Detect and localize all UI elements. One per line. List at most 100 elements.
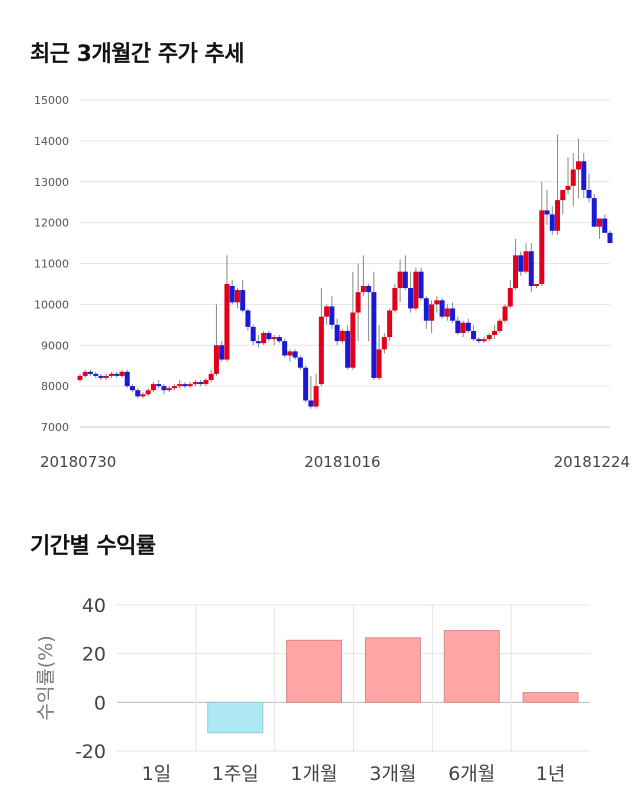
candle-body (282, 341, 288, 356)
y-axis-label: 수익률(%) (35, 635, 57, 720)
x-tick-label: 20181016 (304, 453, 380, 471)
candle-body (581, 161, 587, 190)
candle-body (271, 337, 277, 340)
candle-body (518, 255, 524, 272)
candle-body (408, 288, 414, 309)
candle-body (366, 285, 372, 293)
candle-body (402, 271, 408, 289)
candle-body (82, 371, 88, 376)
candle-body (586, 189, 592, 199)
candle-body (98, 375, 104, 378)
x-tick-label: 3개월 (369, 763, 416, 785)
candle-body (103, 375, 109, 378)
candle-body (93, 373, 99, 376)
candle-body (434, 300, 440, 305)
candle-body (297, 357, 303, 368)
candle-body (135, 390, 141, 397)
candle-body (602, 218, 608, 233)
candle-body (145, 390, 151, 395)
y-tick-label: 0 (94, 692, 106, 714)
candle-body (182, 384, 188, 387)
candle-body (591, 198, 597, 227)
y-tick-label: 40 (82, 595, 106, 617)
y-tick-label: 10000 (34, 298, 69, 311)
return-bar (522, 692, 579, 703)
candle-body (187, 384, 193, 387)
candle-body (423, 298, 429, 321)
candle-body (471, 330, 477, 340)
candle-body (339, 330, 345, 342)
candle-body (397, 271, 403, 289)
y-tick-label: 8000 (41, 380, 69, 393)
candle-body (177, 384, 183, 387)
candle-body (439, 300, 445, 317)
candle-body (502, 306, 508, 321)
candle-body (371, 292, 377, 378)
candle-body (224, 283, 230, 360)
candle-body (576, 161, 582, 170)
candle-body (334, 324, 340, 342)
candle-body (234, 290, 240, 303)
candle-body (429, 304, 435, 321)
price-trend-chart: 7000 8000 9000 10000 11000 12000 13000 14000 150… (34, 94, 630, 471)
candle-body (549, 214, 555, 231)
y-tick-label: 13000 (34, 176, 69, 189)
candle-body (208, 373, 214, 380)
candle-body (565, 185, 571, 190)
candle-body (213, 345, 219, 374)
candle-body (150, 384, 156, 391)
return-bar (443, 630, 500, 703)
x-tick-label: 1년 (536, 763, 566, 785)
return-bar (207, 701, 264, 734)
return-bar (286, 639, 343, 703)
return-chart-title: 기간별 수익률 (30, 534, 156, 559)
candle-body (539, 210, 545, 284)
x-tick-label: 1일 (142, 763, 172, 785)
candle-body (313, 386, 319, 407)
candle-body (261, 332, 267, 344)
candle-body (266, 332, 272, 340)
y-tick-label: -20 (75, 741, 106, 763)
candle-body (114, 373, 120, 376)
candle-body (329, 306, 335, 325)
y-tick-label: 11000 (34, 258, 69, 271)
y-tick-label: 7000 (41, 421, 69, 434)
candle-body (555, 200, 561, 231)
candle-body (161, 386, 167, 391)
candle-body (460, 322, 466, 333)
candle-body (276, 337, 282, 342)
candle-body (171, 386, 177, 389)
candle-body (607, 232, 613, 244)
candle-body (255, 341, 261, 344)
candle-body (77, 375, 83, 380)
x-tick-label: 1개월 (291, 763, 338, 785)
y-tick-label: 14000 (34, 135, 69, 148)
candle-body (303, 367, 309, 401)
candle-body (198, 382, 204, 385)
candle-body (570, 169, 576, 186)
candle-body (308, 400, 314, 407)
candle-body (119, 371, 125, 376)
y-tick-label: 12000 (34, 217, 69, 230)
candle-body (450, 308, 456, 321)
candle-body (513, 255, 519, 289)
candle-body (250, 326, 256, 342)
candle-body (455, 320, 461, 333)
candle-body (355, 292, 361, 313)
candle-body (240, 290, 246, 311)
candle-body (597, 218, 603, 227)
candle-body (229, 285, 235, 303)
x-tick-label: 1주일 (212, 763, 259, 785)
candle-body (465, 322, 471, 331)
candle-body (544, 210, 550, 215)
candle-body (166, 388, 172, 391)
candle-body (486, 335, 492, 340)
return-bar (364, 637, 421, 703)
candle-body (507, 288, 513, 307)
candle-body (318, 316, 324, 385)
candle-body (492, 330, 498, 336)
price-chart-title: 최근 3개월간 주가 추세 (30, 42, 244, 67)
candle-body (140, 394, 146, 397)
candle-body (381, 337, 387, 350)
